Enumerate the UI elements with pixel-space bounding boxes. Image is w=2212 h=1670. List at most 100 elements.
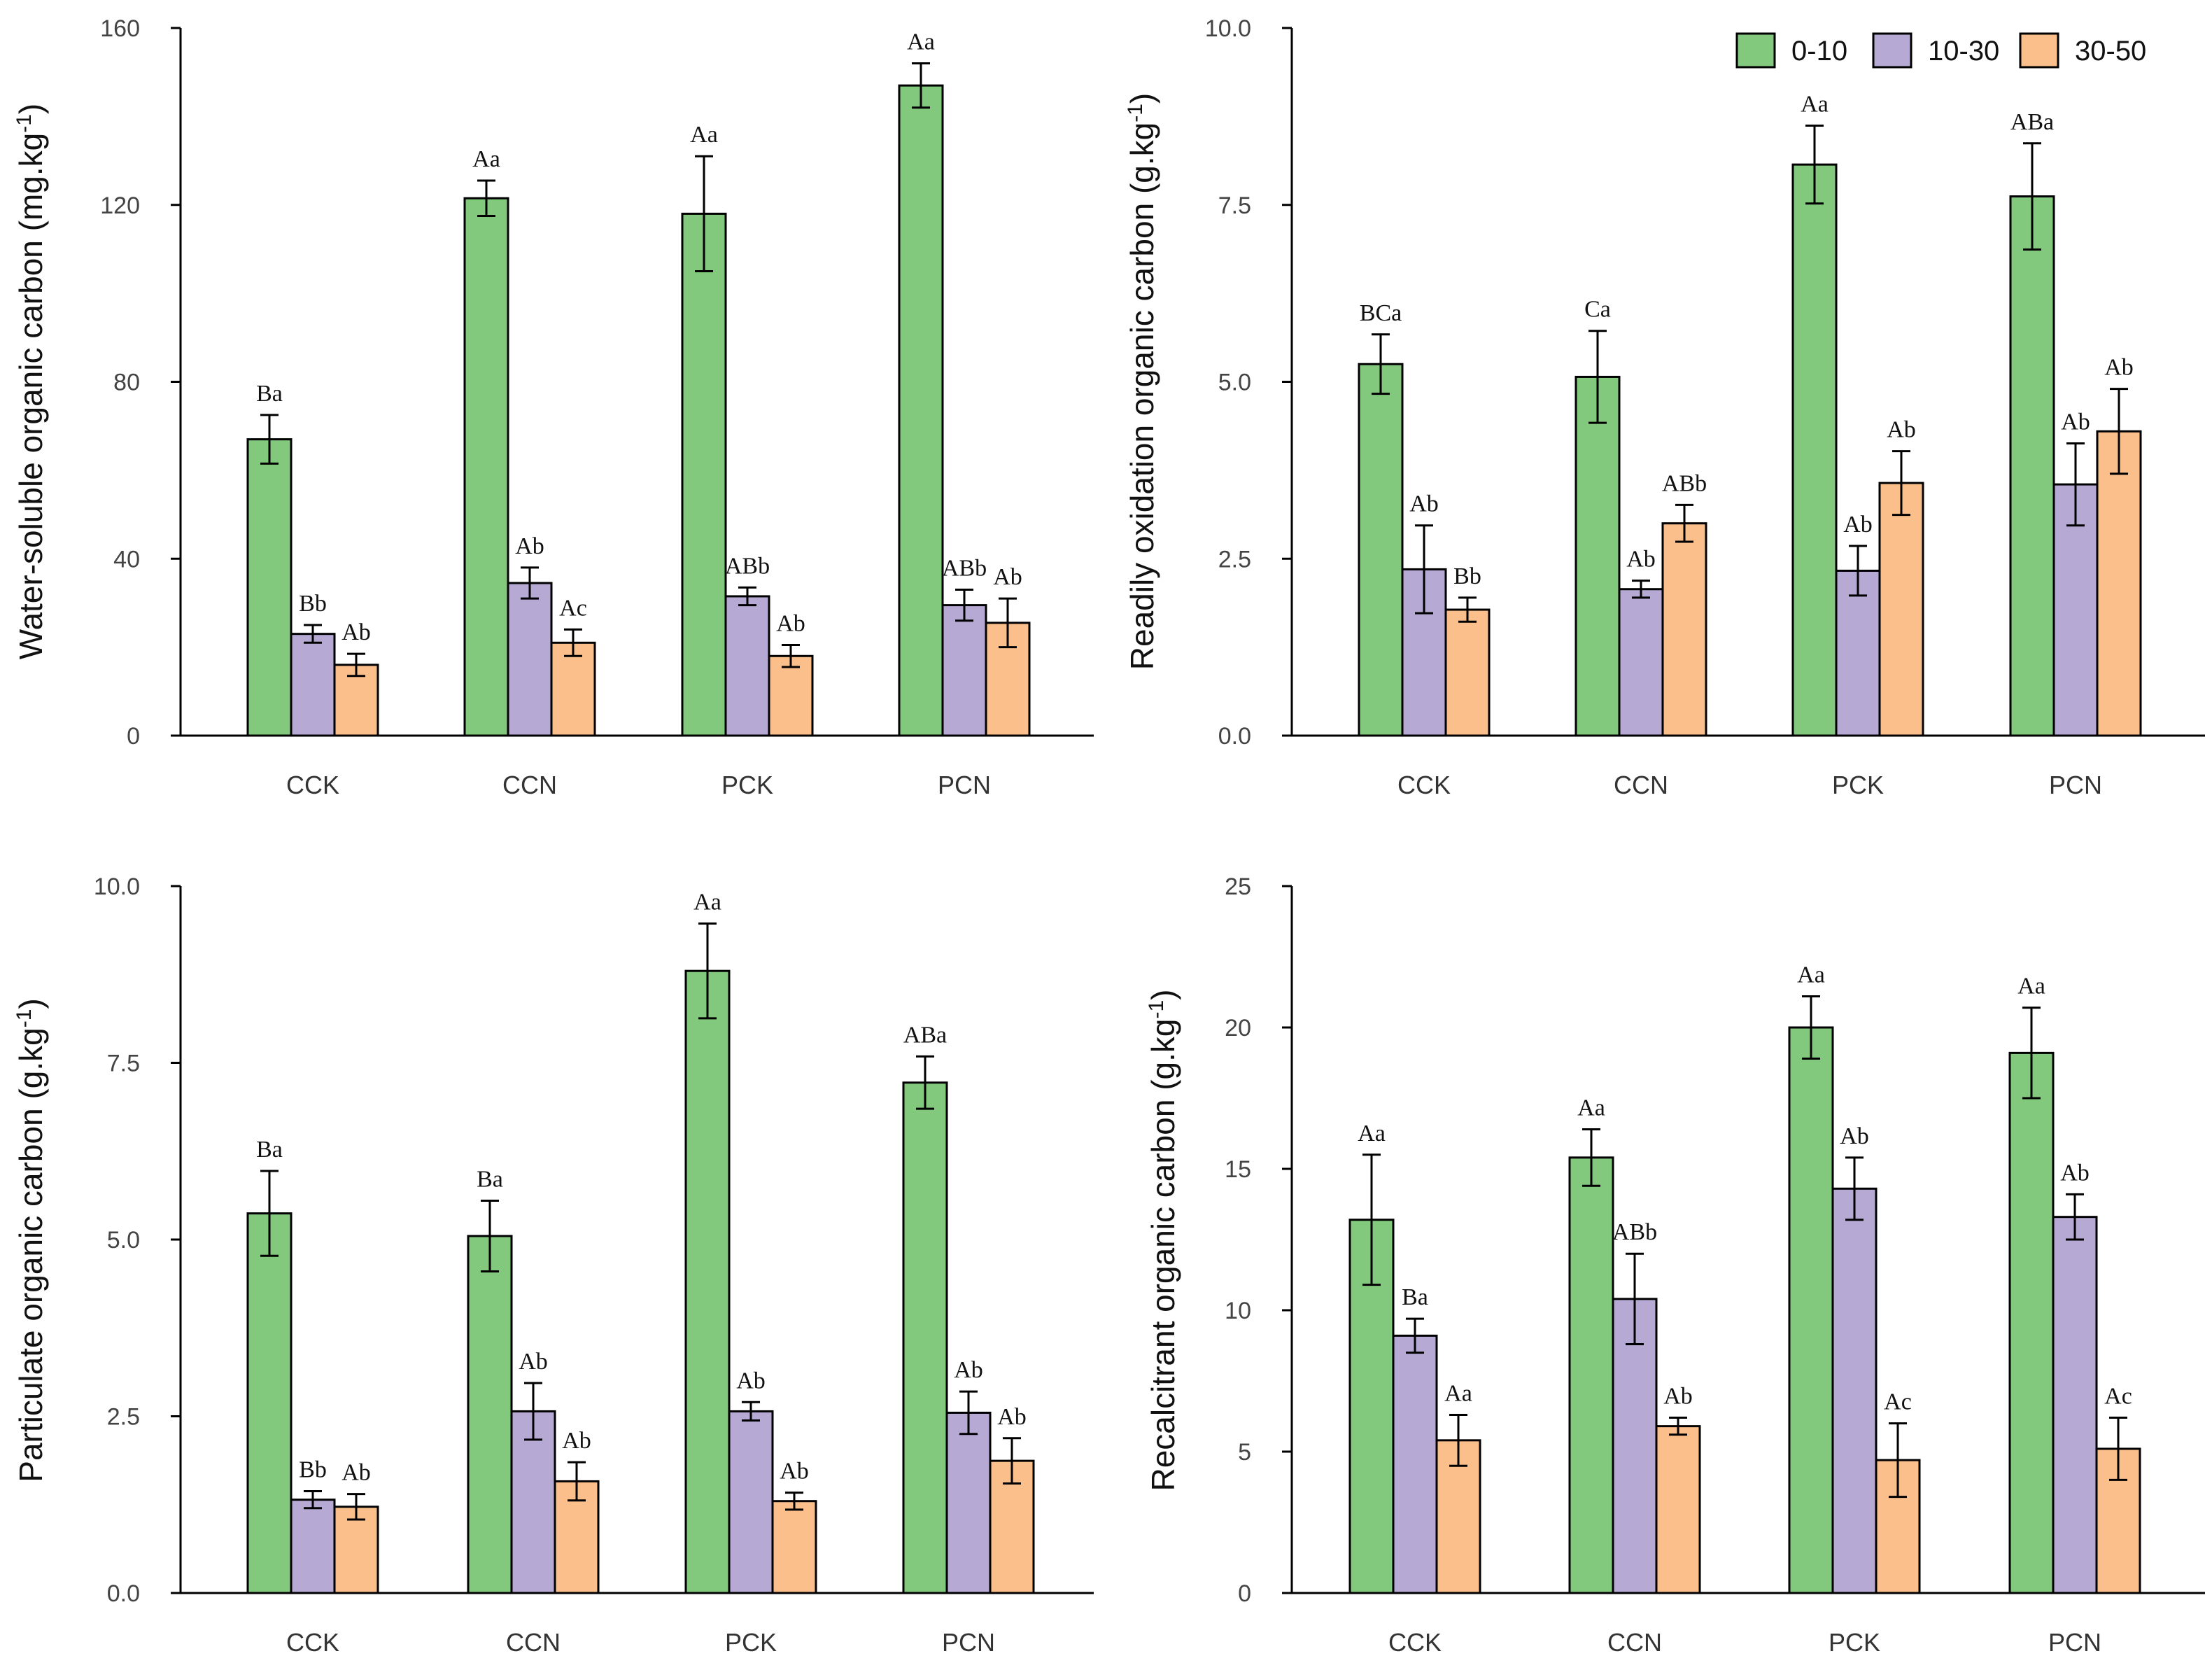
significance-label: ABb xyxy=(942,555,987,581)
bar xyxy=(724,595,770,737)
significance-label: Ab xyxy=(780,1459,809,1485)
significance-label: Bb xyxy=(299,1457,327,1483)
bar xyxy=(1568,1156,1614,1594)
bar xyxy=(771,1500,817,1594)
x-category-label: CCK xyxy=(1397,771,1451,799)
legend: 0-10 10-30 30-50 xyxy=(1735,32,2146,69)
legend-label: 0-10 xyxy=(1791,36,1847,66)
x-category-label: PCK xyxy=(1829,1628,1880,1657)
x-category-label: PCN xyxy=(942,1628,995,1657)
x-category-label: PCN xyxy=(2049,771,2102,799)
bar xyxy=(1444,608,1491,737)
x-category-label: CCK xyxy=(286,1628,339,1657)
significance-label: Ab xyxy=(519,1349,548,1375)
bar xyxy=(246,438,293,737)
significance-label: Aa xyxy=(472,146,500,172)
y-tick-label: 0 xyxy=(1238,1580,1251,1607)
bar xyxy=(2008,1051,2055,1594)
bar xyxy=(1791,163,1838,737)
significance-label: Ab xyxy=(562,1428,591,1454)
bar xyxy=(2096,430,2142,737)
y-tick-label: 7.5 xyxy=(107,1051,140,1077)
legend-label: 10-30 xyxy=(1928,36,1999,66)
bar xyxy=(1392,1334,1438,1594)
significance-label: ABb xyxy=(725,553,770,579)
y-tick-label: 10.0 xyxy=(94,873,140,900)
bar xyxy=(333,1506,379,1594)
bar xyxy=(507,582,553,737)
significance-label: Ba xyxy=(256,381,283,407)
significance-label: Aa xyxy=(1577,1095,1605,1121)
significance-label: Ab xyxy=(1409,491,1439,517)
x-category-label: PCK xyxy=(725,1628,777,1657)
bar xyxy=(246,1212,293,1594)
y-axis-title-text: Particulate organic carbon (g.kg xyxy=(13,1027,49,1482)
significance-label: Ab xyxy=(2060,1160,2090,1186)
y-tick-label: 10 xyxy=(1225,1298,1251,1324)
significance-label: Aa xyxy=(1358,1121,1386,1146)
y-axis-title: Water-soluble organic carbon (mg.kg-1) xyxy=(13,104,49,660)
significance-label: Aa xyxy=(907,29,935,55)
y-tick-label: 25 xyxy=(1225,873,1251,900)
y-axis-title-close: ) xyxy=(1145,989,1181,999)
y-axis-title-close: ) xyxy=(1124,93,1160,104)
bar xyxy=(945,1411,992,1594)
x-category-label: CCN xyxy=(506,1628,561,1657)
significance-label: Aa xyxy=(693,890,721,915)
x-category-label: PCK xyxy=(1832,771,1884,799)
x-category-label: CCN xyxy=(1607,1628,1662,1657)
y-tick-label: 7.5 xyxy=(1218,192,1251,219)
y-tick-label: 2.5 xyxy=(1218,546,1251,573)
bar xyxy=(1655,1425,1701,1594)
bar xyxy=(1788,1026,1834,1594)
significance-label: Ab xyxy=(515,533,544,559)
y-axis-title-superscript: -1 xyxy=(13,114,36,133)
y-axis-title-superscript: -1 xyxy=(1124,104,1147,122)
y-axis-title-text: Readily oxidation organic carbon (g.kg xyxy=(1124,122,1160,670)
y-tick-label: 40 xyxy=(113,546,140,573)
y-axis-title-close: ) xyxy=(13,104,49,114)
significance-label: Ab xyxy=(341,619,371,645)
bar xyxy=(898,84,944,737)
y-tick-label: 5.0 xyxy=(1218,370,1251,396)
significance-label: Ab xyxy=(776,610,805,636)
significance-label: Ab xyxy=(1840,1123,1869,1149)
y-tick-label: 20 xyxy=(1225,1015,1251,1041)
bar xyxy=(941,604,987,737)
legend-swatch xyxy=(1872,32,1912,69)
significance-label: ABb xyxy=(1612,1219,1657,1245)
x-category-label: CCK xyxy=(286,771,339,799)
x-category-label: PCN xyxy=(938,771,991,799)
significance-label: Ba xyxy=(477,1166,503,1192)
significance-label: Ab xyxy=(2061,409,2090,435)
y-tick-label: 10.0 xyxy=(1205,15,1251,42)
chart-panel-1: 0 40 80 120 160 Water-soluble organic carbon … xyxy=(13,15,1094,799)
y-axis-title-text: Recalcitrant organic carbon (g.kg xyxy=(1145,1019,1181,1492)
significance-label: Ab xyxy=(341,1460,371,1486)
bar xyxy=(684,969,731,1594)
y-axis-title-text: Water-soluble organic carbon (mg.kg xyxy=(13,133,49,660)
x-category-label: PCN xyxy=(2048,1628,2101,1657)
significance-label: Bb xyxy=(299,591,327,617)
significance-label: Ab xyxy=(2104,355,2134,381)
bar xyxy=(467,1235,513,1594)
significance-label: Aa xyxy=(690,122,718,148)
bar xyxy=(1575,375,1621,737)
significance-label: ABa xyxy=(903,1022,947,1048)
y-tick-label: 5.0 xyxy=(107,1227,140,1254)
y-tick-label: 0.0 xyxy=(107,1580,140,1607)
significance-label: Ab xyxy=(1663,1384,1693,1410)
x-category-label: CCN xyxy=(502,771,557,799)
bar xyxy=(1661,522,1707,737)
significance-label: Aa xyxy=(1801,92,1829,118)
legend-swatch xyxy=(1735,32,1776,69)
bar xyxy=(681,212,727,737)
legend-label: 30-50 xyxy=(2075,36,2146,66)
y-tick-label: 2.5 xyxy=(107,1404,140,1431)
y-axis-title-close: ) xyxy=(13,998,49,1009)
y-tick-label: 160 xyxy=(100,15,140,42)
significance-label: Ab xyxy=(1843,512,1873,538)
y-tick-label: 15 xyxy=(1225,1156,1251,1183)
significance-label: Ac xyxy=(2104,1384,2132,1410)
